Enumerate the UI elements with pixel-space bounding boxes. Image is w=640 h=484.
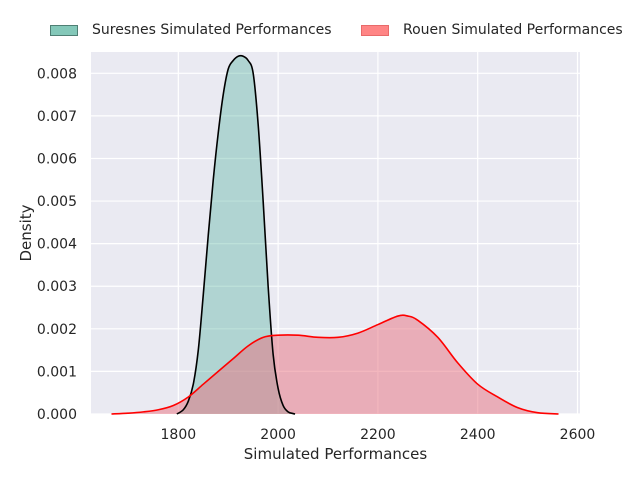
y-tick-label: 0.000 [37, 407, 77, 423]
legend-label-rouen: Rouen Simulated Performances [403, 22, 623, 38]
y-tick-label: 0.003 [37, 279, 77, 295]
y-tick-label: 0.006 [37, 151, 77, 167]
y-tick-label: 0.007 [37, 109, 77, 125]
legend-item-suresnes: Suresnes Simulated Performances [50, 18, 332, 42]
legend-swatch-suresnes [50, 24, 78, 36]
y-tick-label: 0.008 [37, 66, 77, 82]
x-tick-label: 2000 [260, 427, 296, 443]
legend-item-rouen: Rouen Simulated Performances [361, 18, 623, 42]
legend-swatch-rouen [361, 24, 389, 36]
x-tick-label: 2200 [360, 427, 396, 443]
series-line-suresnes [176, 54, 296, 415]
y-tick-label: 0.005 [37, 194, 77, 210]
x-tick-label: 2400 [460, 427, 496, 443]
legend: Suresnes Simulated Performances Rouen Si… [0, 18, 640, 42]
series-fill-rouen [111, 315, 559, 414]
y-axis-label: Density [17, 204, 35, 261]
x-axis-label: Simulated Performances [244, 445, 428, 463]
legend-label-suresnes: Suresnes Simulated Performances [92, 22, 332, 38]
series-line-rouen [111, 314, 559, 415]
y-tick-label: 0.002 [37, 322, 77, 338]
y-tick-label: 0.004 [37, 237, 77, 253]
series-fill-suresnes [176, 55, 296, 414]
x-tick-label: 1800 [161, 427, 197, 443]
y-tick-label: 0.001 [37, 364, 77, 380]
x-tick-label: 2600 [560, 427, 596, 443]
